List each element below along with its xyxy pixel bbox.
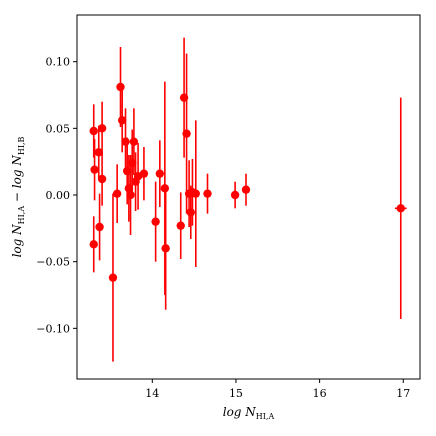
point-marker [176,221,185,230]
data-points [89,37,407,362]
data-point [191,120,200,267]
point-marker [97,174,107,184]
x-tick-label: 14 [145,387,159,400]
data-point [89,104,98,158]
point-marker [90,165,99,174]
data-point [176,192,185,259]
data-point [95,193,104,261]
data-point [203,173,212,214]
point-marker [203,189,212,198]
x-axis-label-n: N [244,405,256,419]
x-axis-label-main: log [223,405,246,419]
point-marker [191,189,200,198]
data-point [155,140,165,207]
point-marker [182,129,191,138]
point-marker [155,169,165,178]
data-point [230,181,240,209]
point-marker [230,190,240,200]
data-point [182,53,191,214]
point-marker [126,190,135,200]
point-marker [139,169,149,178]
point-marker [396,204,405,213]
data-point [160,81,170,295]
point-marker [108,273,118,282]
data-point [97,152,107,206]
point-marker [117,116,127,125]
point-marker [129,137,139,146]
y-tick-label: 0.05 [46,122,71,135]
point-marker [116,82,125,92]
data-point [161,187,170,310]
data-point [151,181,160,262]
y-axis-label: log NHI,A − log NHI,B [10,136,26,257]
point-marker [89,126,98,136]
point-marker [186,208,195,217]
y-tick-label: 0.00 [46,189,71,202]
point-marker [94,148,103,157]
data-point [116,47,125,127]
x-tick-label: 15 [229,387,243,400]
y-tick-label: −0.10 [36,322,70,335]
data-point [94,125,103,179]
data-point [108,193,118,362]
point-marker [160,184,170,193]
y-tick-label: −0.05 [36,256,70,269]
data-point [97,101,107,155]
point-marker [121,137,130,146]
x-tick-label: 16 [313,387,327,400]
x-axis-label: log NHI,A [223,405,275,421]
data-point [241,173,251,206]
point-marker [241,185,251,194]
point-marker [89,240,98,249]
data-point [90,139,99,201]
data-point [89,216,98,273]
y-tick-label: 0.10 [46,56,71,69]
x-tick-label: 17 [396,387,410,400]
point-marker [161,244,170,253]
plot-frame [76,14,421,380]
data-point [394,97,407,319]
x-axis-label-sub: HI,A [256,412,275,421]
data-point [112,164,122,223]
axis-ticks: 14 15 16 17 0.10 0.05 0.00 −0.05 −0.10 [36,56,410,400]
point-marker [151,217,160,226]
data-point [139,147,149,201]
data-point [129,108,139,175]
point-marker [95,222,104,232]
point-marker [97,124,107,133]
point-marker [112,189,122,198]
